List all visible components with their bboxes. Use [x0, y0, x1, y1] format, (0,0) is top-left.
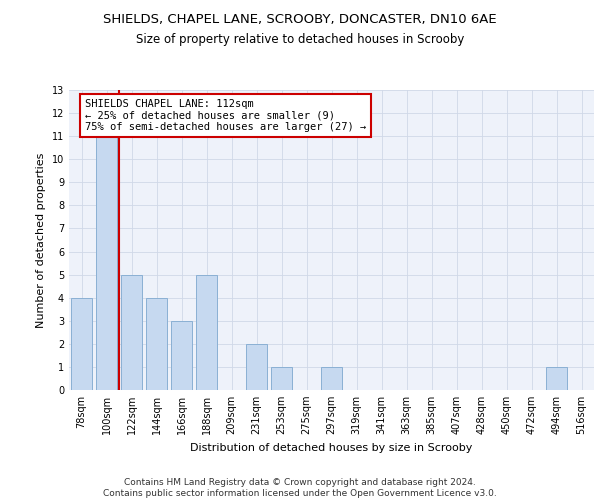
Bar [121, 274, 142, 390]
Bar [146, 298, 167, 390]
Bar [71, 298, 92, 390]
Bar [546, 367, 567, 390]
Text: Size of property relative to detached houses in Scrooby: Size of property relative to detached ho… [136, 32, 464, 46]
Text: SHIELDS CHAPEL LANE: 112sqm
← 25% of detached houses are smaller (9)
75% of semi: SHIELDS CHAPEL LANE: 112sqm ← 25% of det… [85, 99, 366, 132]
Text: SHIELDS, CHAPEL LANE, SCROOBY, DONCASTER, DN10 6AE: SHIELDS, CHAPEL LANE, SCROOBY, DONCASTER… [103, 12, 497, 26]
Bar [246, 344, 267, 390]
Y-axis label: Number of detached properties: Number of detached properties [36, 152, 46, 328]
Text: Contains HM Land Registry data © Crown copyright and database right 2024.
Contai: Contains HM Land Registry data © Crown c… [103, 478, 497, 498]
Bar [96, 136, 117, 390]
Bar [196, 274, 217, 390]
Bar [271, 367, 292, 390]
X-axis label: Distribution of detached houses by size in Scrooby: Distribution of detached houses by size … [190, 442, 473, 452]
Bar [171, 321, 192, 390]
Bar [321, 367, 342, 390]
